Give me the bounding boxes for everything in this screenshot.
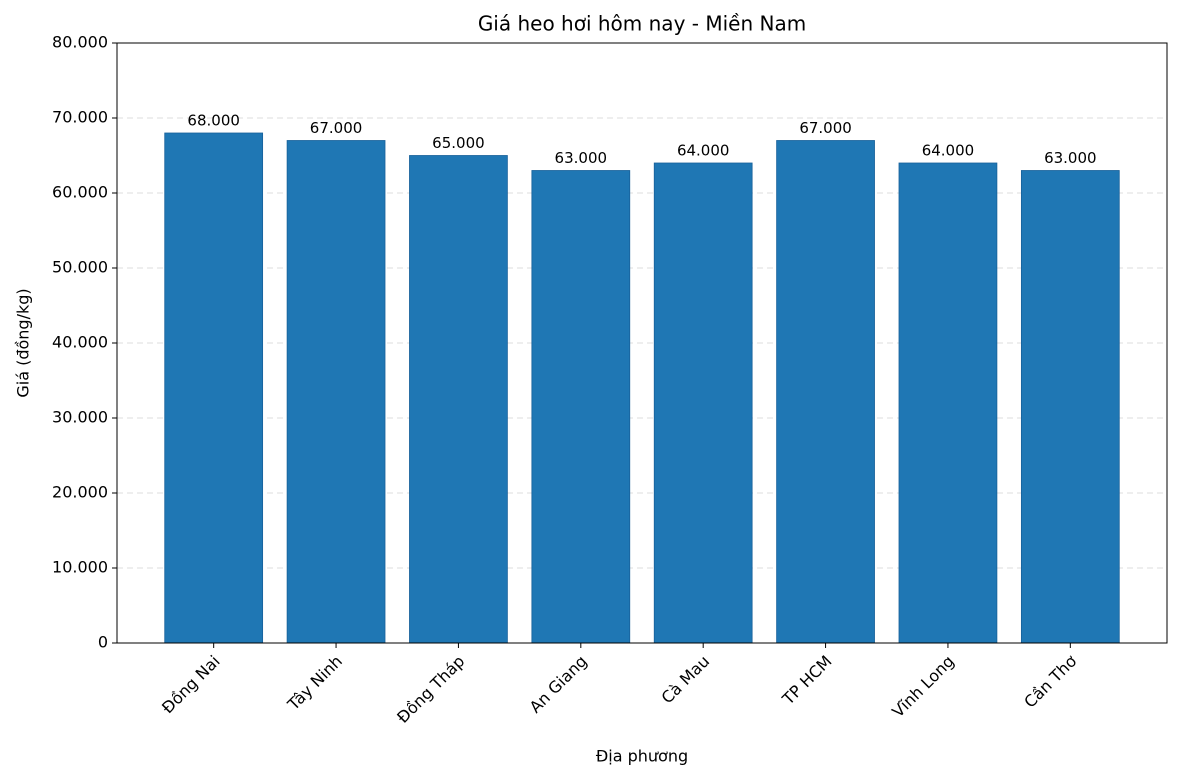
bar [653,162,753,644]
y-tick-label: 60.000 [52,183,108,202]
x-tick-label: Tây Ninh [283,652,346,715]
value-label: 63.000 [555,149,608,167]
bar [1020,170,1120,644]
x-tick-label: Cà Mau [657,652,713,708]
value-label: 64.000 [677,142,730,160]
x-tick-label: Đồng Nai [158,652,224,718]
y-tick-label: 40.000 [52,333,108,352]
x-tick-label: Cần Thơ [1020,651,1080,711]
x-tick-label: An Giang [526,652,591,717]
y-tick-label: 80.000 [52,33,108,52]
y-tick-label: 70.000 [52,108,108,127]
value-label: 68.000 [187,112,240,130]
y-tick-label: 10.000 [52,558,108,577]
value-label: 63.000 [1044,149,1097,167]
bar [898,162,998,644]
y-tick-label: 0 [98,633,108,652]
value-label: 64.000 [922,142,975,160]
bar [286,140,386,644]
bar [531,170,631,644]
chart-title: Giá heo hơi hôm nay - Miền Nam [478,12,806,36]
y-axis-label: Giá (đồng/kg) [14,288,33,397]
y-tick-label: 20.000 [52,483,108,502]
value-label: 65.000 [432,134,485,152]
x-axis-label: Địa phương [596,747,688,766]
value-label: 67.000 [310,119,363,137]
value-label: 67.000 [799,119,852,137]
y-tick-label: 50.000 [52,258,108,277]
bar [776,140,875,644]
y-tick-label: 30.000 [52,408,108,427]
x-tick-label: TP HCM [778,652,836,710]
bar [164,132,264,644]
x-tick-label: Vĩnh Long [888,652,958,722]
bar [409,155,508,644]
plot-frame [116,42,1168,644]
x-tick-label: Đồng Tháp [393,652,468,727]
